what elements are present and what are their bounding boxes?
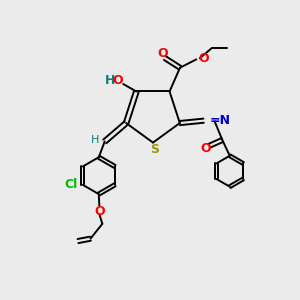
Text: O: O: [200, 142, 211, 155]
Text: Cl: Cl: [64, 178, 77, 191]
Text: =N: =N: [209, 114, 230, 127]
Text: H: H: [91, 135, 99, 145]
Text: O: O: [158, 47, 168, 60]
Text: H: H: [105, 74, 115, 87]
Text: O: O: [94, 205, 105, 218]
Text: O: O: [113, 74, 123, 87]
Text: S: S: [150, 143, 159, 156]
Text: O: O: [199, 52, 209, 65]
